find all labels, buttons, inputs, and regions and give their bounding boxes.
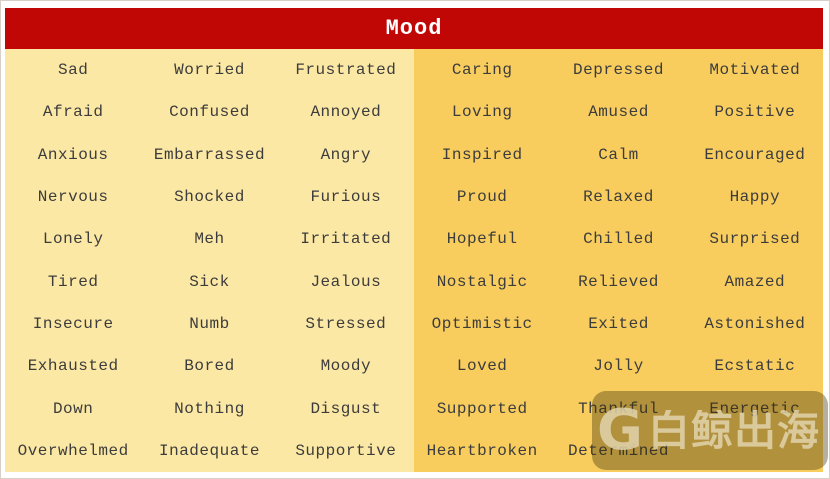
- mood-cell: Moody: [320, 357, 372, 376]
- mood-cell: Worried: [174, 61, 245, 80]
- mood-cell: Energetic: [709, 399, 801, 418]
- mood-header: Mood: [5, 8, 823, 49]
- mood-cell: Anxious: [37, 145, 109, 164]
- mood-cell: Numb: [189, 314, 230, 333]
- mood-cell: Tired: [47, 272, 99, 291]
- mood-cell: Inadequate: [158, 441, 260, 460]
- mood-cell: Insecure: [32, 314, 114, 333]
- mood-cell: Irritated: [300, 230, 392, 249]
- mood-cell: Jolly: [593, 357, 644, 376]
- mood-grid: Sad Worried Frustrated Caring Depressed …: [5, 49, 823, 472]
- mood-cell: Lonely: [42, 230, 104, 249]
- mood-cell: Amused: [588, 103, 649, 122]
- mood-cell: Depressed: [573, 61, 664, 80]
- mood-cell: Heartbroken: [426, 441, 538, 460]
- mood-cell: Relaxed: [583, 188, 654, 207]
- mood-cell: Nervous: [37, 188, 109, 207]
- mood-cell: Frustrated: [295, 61, 397, 80]
- mood-cell: Angry: [320, 145, 372, 164]
- mood-cell: Thankful: [578, 399, 659, 418]
- mood-board: Mood Sad Worried Frustrated Caring Depre…: [5, 8, 823, 472]
- mood-cell: Furious: [310, 188, 382, 207]
- mood-cell: Afraid: [42, 103, 104, 122]
- mood-cell: Meh: [194, 230, 225, 249]
- mood-cell: Encouraged: [704, 145, 806, 164]
- mood-cell: Supportive: [295, 441, 397, 460]
- mood-cell: Proud: [456, 188, 508, 207]
- mood-cell: Stressed: [305, 314, 387, 333]
- mood-cell: Annoyed: [310, 103, 382, 122]
- watermark: G 白鲸出海: [592, 391, 828, 470]
- mood-cell: Loved: [456, 357, 508, 376]
- mood-cell: Amazed: [724, 272, 786, 291]
- mood-cell: Motivated: [709, 61, 801, 80]
- watermark-text: 白鲸出海: [647, 409, 820, 452]
- page-title: Mood: [385, 16, 443, 41]
- mood-cell: Exited: [588, 314, 649, 333]
- mood-cell: Jealous: [310, 272, 382, 291]
- mood-cell: Exhausted: [27, 357, 119, 376]
- mood-cell: Nothing: [174, 399, 245, 418]
- mood-cell: Hopeful: [446, 230, 518, 249]
- mood-cell: Inspired: [441, 145, 523, 164]
- mood-cell: Overwhelmed: [17, 441, 129, 460]
- mood-cell: Surprised: [709, 230, 801, 249]
- mood-cell: Sick: [189, 272, 230, 291]
- watermark-logo-g-icon: G: [597, 397, 643, 463]
- mood-cell: Caring: [451, 61, 513, 80]
- mood-cell: Shocked: [174, 188, 245, 207]
- mood-cell: Determined: [567, 441, 669, 460]
- mood-cell: Embarrassed: [153, 145, 266, 164]
- mood-cell: Positive: [714, 103, 796, 122]
- mood-cell: Happy: [729, 188, 781, 207]
- mood-cell: Optimistic: [431, 314, 533, 333]
- mood-cell: Sad: [58, 61, 89, 80]
- mood-cell: Ecstatic: [714, 357, 796, 376]
- mood-cell: Confused: [169, 103, 250, 122]
- mood-cell: Bored: [184, 357, 235, 376]
- mood-cell: Down: [52, 399, 94, 418]
- mood-cell: Nostalgic: [436, 272, 528, 291]
- mood-cell: Calm: [598, 145, 639, 164]
- mood-cell: Supported: [436, 399, 528, 418]
- mood-cell: Chilled: [583, 230, 654, 249]
- mood-cell: Loving: [451, 103, 513, 122]
- mood-cell: Disgust: [310, 399, 382, 418]
- mood-cell: Relieved: [578, 272, 659, 291]
- mood-cell: Astonished: [704, 314, 806, 333]
